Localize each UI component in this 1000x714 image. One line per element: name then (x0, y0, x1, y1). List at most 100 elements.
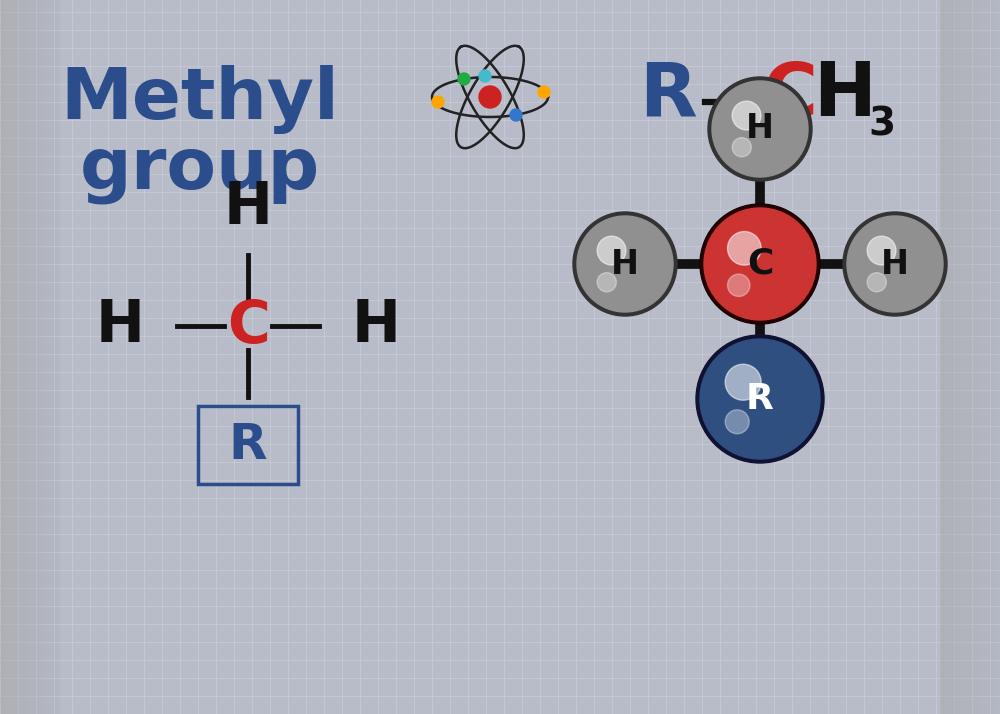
Bar (41, 0, 42, 714)
Bar (963, 0, 964, 714)
Bar (953, 0, 954, 714)
Bar (31, 0, 32, 714)
Circle shape (432, 96, 444, 108)
Bar (54, 0, 55, 714)
Bar (973, 0, 974, 714)
Bar (982, 0, 983, 714)
Bar (56, 0, 57, 714)
Bar (34, 0, 35, 714)
Bar (23, 0, 24, 714)
Bar (967, 0, 968, 714)
Bar (11, 0, 12, 714)
Bar (55, 0, 56, 714)
Bar (19, 0, 20, 714)
Text: H: H (611, 248, 639, 281)
Text: H: H (224, 179, 272, 236)
Bar (974, 0, 975, 714)
Bar (51, 0, 52, 714)
Bar (948, 0, 949, 714)
Bar (39, 0, 40, 714)
Bar (53, 0, 54, 714)
Circle shape (867, 273, 886, 292)
Circle shape (732, 101, 761, 130)
Bar (954, 0, 955, 714)
Circle shape (597, 273, 616, 292)
Bar (944, 0, 945, 714)
Bar (42, 0, 43, 714)
Circle shape (696, 335, 824, 463)
Bar (960, 0, 961, 714)
Bar (6, 0, 7, 714)
Bar (999, 0, 1000, 714)
Bar (968, 0, 969, 714)
Bar (964, 0, 965, 714)
Bar (48, 0, 49, 714)
Text: R: R (229, 421, 267, 469)
Bar (997, 0, 998, 714)
Circle shape (577, 216, 673, 312)
Bar (966, 0, 967, 714)
Bar (991, 0, 992, 714)
Circle shape (867, 236, 896, 265)
Bar (8, 0, 9, 714)
Text: C: C (227, 298, 269, 354)
Bar (945, 0, 946, 714)
Bar (941, 0, 942, 714)
Circle shape (510, 109, 522, 121)
Bar (951, 0, 952, 714)
Bar (947, 0, 948, 714)
Text: H: H (746, 113, 774, 146)
Circle shape (725, 364, 761, 401)
Bar (985, 0, 986, 714)
Bar (978, 0, 979, 714)
Bar (996, 0, 997, 714)
Bar (971, 0, 972, 714)
Circle shape (479, 70, 491, 82)
Bar (40, 0, 41, 714)
Bar (965, 0, 966, 714)
Text: H: H (96, 298, 144, 354)
Bar (992, 0, 993, 714)
Bar (956, 0, 957, 714)
Bar (961, 0, 962, 714)
Circle shape (573, 212, 677, 316)
Bar (957, 0, 958, 714)
Bar (950, 0, 951, 714)
Circle shape (728, 274, 750, 296)
Bar (57, 0, 58, 714)
Bar (958, 0, 959, 714)
Bar (45, 0, 46, 714)
Bar (986, 0, 987, 714)
Bar (28, 0, 29, 714)
Bar (998, 0, 999, 714)
Bar (976, 0, 977, 714)
Bar (44, 0, 45, 714)
Bar (975, 0, 976, 714)
Circle shape (732, 138, 751, 157)
Bar (979, 0, 980, 714)
Bar (970, 0, 971, 714)
Text: H: H (814, 59, 876, 133)
Text: H: H (352, 298, 400, 354)
Bar (50, 0, 51, 714)
Bar (980, 0, 981, 714)
Bar (35, 0, 36, 714)
Circle shape (597, 236, 626, 265)
Circle shape (700, 204, 820, 324)
Bar (0, 0, 1, 714)
Bar (30, 0, 31, 714)
Bar (984, 0, 985, 714)
Circle shape (704, 208, 816, 320)
Bar (955, 0, 956, 714)
Bar (27, 0, 28, 714)
Bar (990, 0, 991, 714)
Circle shape (538, 86, 550, 98)
Bar (38, 0, 39, 714)
Text: R: R (746, 382, 774, 416)
Bar (983, 0, 984, 714)
Bar (17, 0, 18, 714)
Circle shape (479, 86, 501, 108)
Bar (995, 0, 996, 714)
Text: R: R (639, 59, 697, 133)
Bar (20, 0, 21, 714)
